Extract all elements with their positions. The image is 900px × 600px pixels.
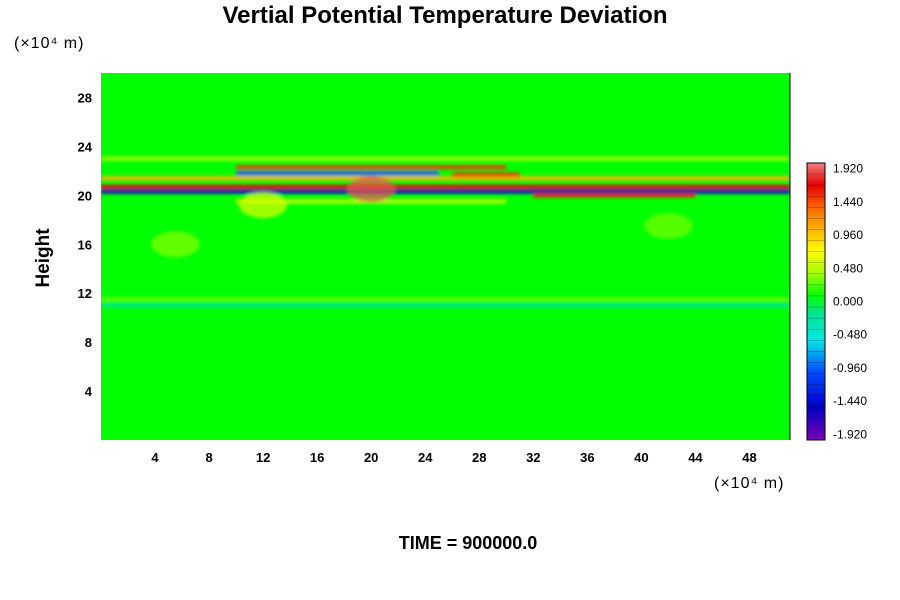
heatmap-field: [101, 156, 790, 308]
heat-blob: [151, 231, 200, 258]
colorbar-tick-label: 0.960: [833, 228, 863, 242]
plot-background: [101, 73, 790, 440]
x-tick-label: 48: [742, 450, 756, 465]
heat-band: [101, 184, 790, 189]
colorbar-tick-label: -0.480: [833, 328, 867, 342]
x-tick-label: 20: [364, 450, 378, 465]
heat-band: [101, 156, 790, 161]
heat-band: [101, 303, 790, 308]
y-tick-label: 16: [78, 237, 92, 252]
colorbar-tick-label: 1.920: [833, 162, 863, 176]
colorbar: [806, 162, 826, 441]
colorbar-tick-label: -0.960: [833, 361, 867, 375]
time-label: TIME = 900000.0: [399, 533, 538, 553]
x-tick-label: 4: [151, 450, 159, 465]
heat-band: [101, 297, 790, 302]
x-tick-label: 44: [688, 450, 703, 465]
heat-band: [533, 193, 696, 198]
x-axis-unit: (×10⁴ m): [714, 475, 784, 492]
x-tick-label: 28: [472, 450, 486, 465]
y-axis-label: Height: [33, 228, 54, 288]
heat-blob: [644, 212, 693, 239]
y-tick-label: 20: [78, 188, 92, 203]
x-tick-label: 32: [526, 450, 540, 465]
y-tick-label: 4: [85, 384, 93, 399]
x-tick-label: 24: [418, 450, 433, 465]
colorbar-tick-label: -1.920: [833, 427, 867, 441]
y-tick-label: 28: [78, 90, 92, 105]
colorbar-tick-label: 0.480: [833, 261, 863, 275]
heat-band: [101, 189, 790, 194]
y-axis-unit: (×10⁴ m): [14, 35, 84, 52]
y-tick-label: 12: [78, 286, 92, 301]
heat-band: [236, 171, 439, 176]
y-tick-label: 24: [78, 139, 93, 154]
y-tick-label: 8: [85, 335, 92, 350]
colorbar-tick-label: 0.000: [833, 295, 863, 309]
x-tick-label: 16: [310, 450, 324, 465]
chart-title: Vertial Potential Temperature Deviation: [222, 2, 667, 29]
x-tick-label: 36: [580, 450, 594, 465]
heat-band: [452, 172, 520, 177]
colorbar-tick-label: -1.440: [833, 394, 867, 408]
x-tick-label: 40: [634, 450, 648, 465]
x-tick-label: 8: [205, 450, 212, 465]
heat-band: [236, 164, 507, 170]
x-tick-label: 12: [256, 450, 270, 465]
heat-blob: [239, 192, 288, 219]
heat-band: [101, 176, 790, 181]
heat-blob: [347, 176, 396, 203]
colorbar-tick-label: 1.440: [833, 195, 863, 209]
